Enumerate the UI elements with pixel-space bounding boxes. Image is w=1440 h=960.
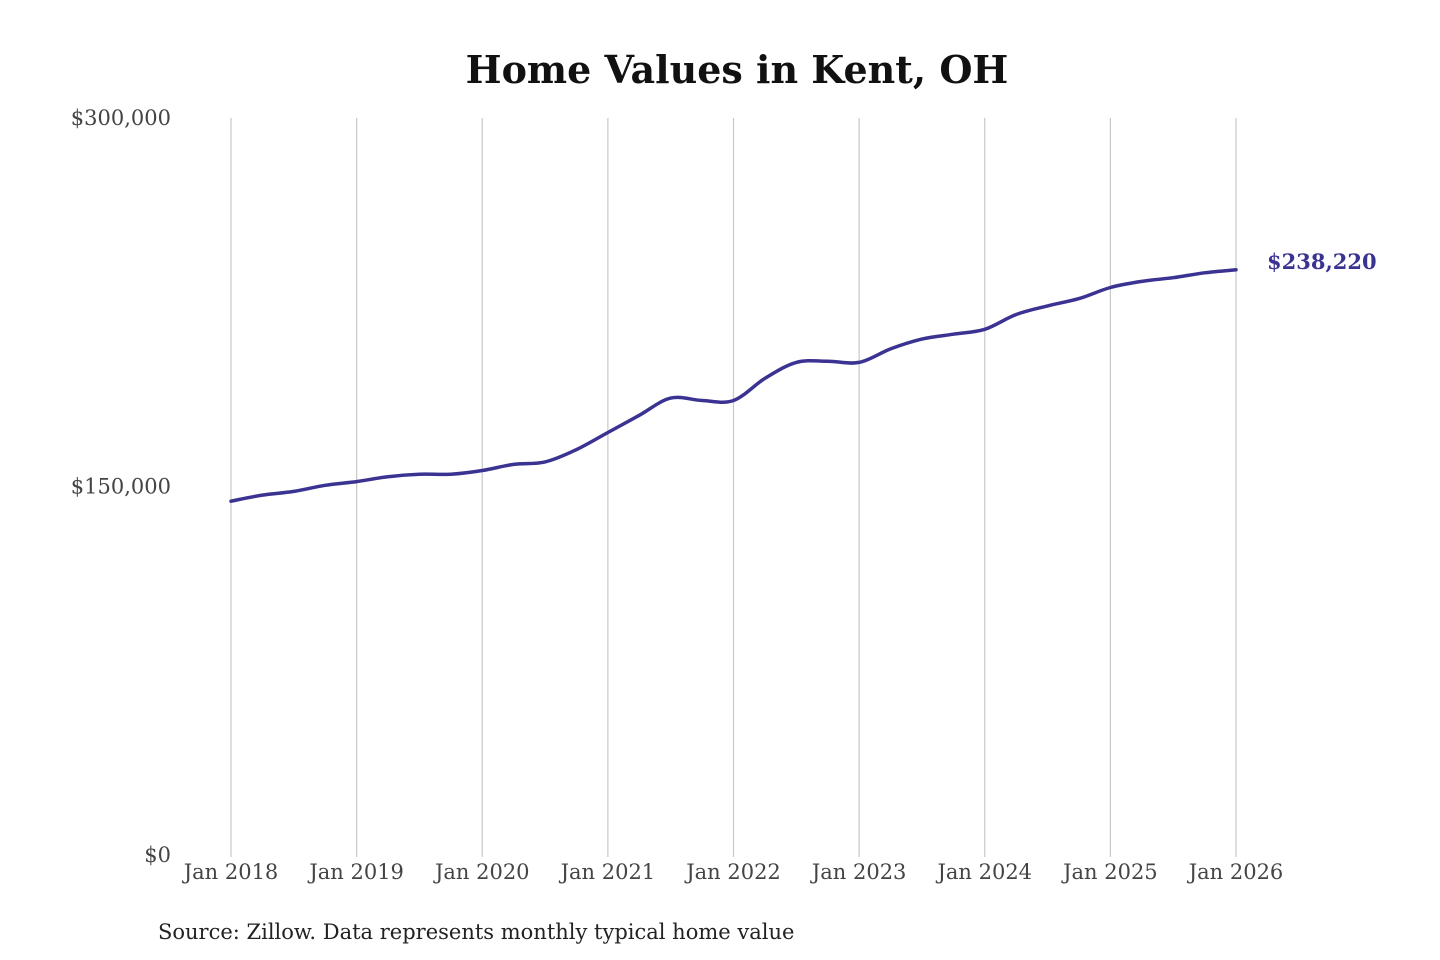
data-point <box>951 332 955 336</box>
data-point <box>1234 268 1238 272</box>
data-point <box>669 396 673 400</box>
data-point <box>1077 297 1081 301</box>
data-point <box>1203 271 1207 275</box>
data-point <box>1014 313 1018 317</box>
data-point <box>1108 286 1112 290</box>
x-tick-label: Jan 2026 <box>1187 860 1284 884</box>
data-point <box>920 337 924 341</box>
data-point <box>794 360 798 364</box>
data-point <box>543 460 547 464</box>
data-point <box>606 431 610 435</box>
x-axis-ticks: Jan 2018 Jan 2019 Jan 2020 Jan 2021 Jan 2022… <box>182 860 1284 884</box>
x-tick-label: Jan 2022 <box>684 860 781 884</box>
x-tick-label: Jan 2023 <box>810 860 907 884</box>
x-tick-label: Jan 2024 <box>935 860 1032 884</box>
data-point <box>700 399 704 403</box>
data-point <box>1171 276 1175 280</box>
data-point <box>1140 279 1144 283</box>
source-note: Source: Zillow. Data represents monthly … <box>158 920 794 944</box>
x-tick-label: Jan 2021 <box>559 860 656 884</box>
data-point <box>323 483 327 487</box>
data-point <box>1046 304 1050 308</box>
data-point <box>260 493 264 497</box>
x-tick-label: Jan 2025 <box>1061 860 1158 884</box>
data-point <box>449 472 453 476</box>
data-point <box>512 462 516 466</box>
x-tick-label: Jan 2019 <box>307 860 404 884</box>
data-point <box>355 480 359 484</box>
y-tick-label: $150,000 <box>71 475 171 499</box>
y-tick-label: $0 <box>144 843 171 867</box>
data-point <box>857 360 861 364</box>
data-point <box>292 489 296 493</box>
data-point <box>575 448 579 452</box>
y-axis-ticks: $0 $150,000 $300,000 <box>71 106 171 867</box>
data-point <box>637 413 641 417</box>
x-tick-label: Jan 2020 <box>433 860 530 884</box>
data-point <box>763 376 767 380</box>
data-point <box>386 475 390 479</box>
y-tick-label: $300,000 <box>71 106 171 130</box>
series-line-0 <box>229 268 1238 503</box>
gridlines <box>230 118 1237 857</box>
data-point <box>417 472 421 476</box>
series-group: $238,220 <box>229 249 1377 503</box>
data-point <box>826 359 830 363</box>
data-point <box>889 347 893 351</box>
data-point <box>229 499 233 503</box>
data-point <box>480 469 484 473</box>
chart-title: Home Values in Kent, OH <box>466 47 1009 92</box>
data-point <box>732 399 736 403</box>
end-value-label: $238,220 <box>1267 249 1377 274</box>
x-tick-label: Jan 2018 <box>182 860 279 884</box>
data-point <box>983 327 987 331</box>
